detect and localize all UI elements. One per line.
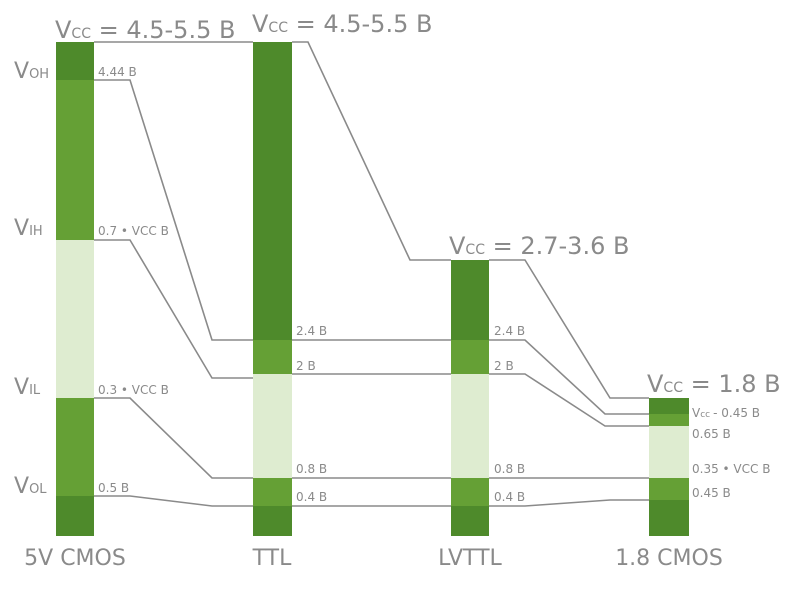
bar-1-8-cmos-segment-high-input xyxy=(649,414,689,426)
bar-5v-cmos-segment-voh xyxy=(56,42,94,80)
vcc-label-1-8-cmos: VCC = 1.8 B xyxy=(647,370,781,398)
column-name-1-8-cmos: 1.8 CMOS xyxy=(615,546,723,571)
bar-lvttl-segment-low-input xyxy=(451,478,489,506)
level-label-5v-cmos-vil: 0.3 • VCC B xyxy=(98,383,169,397)
bar-ttl-segment-voh xyxy=(253,42,292,340)
level-label-lvttl-vil: 0.8 B xyxy=(494,462,525,476)
bar-5v-cmos-segment-high-input xyxy=(56,80,94,240)
connector-vih-lvttl-18cmos xyxy=(489,373,649,427)
level-label-18cmos-vol: 0.45 B xyxy=(692,486,731,500)
level-label-ttl-vol: 0.4 B xyxy=(296,490,327,504)
vcc-label-lvttl: VCC = 2.7-3.6 B xyxy=(449,232,629,260)
level-label-5v-cmos-vol: 0.5 B xyxy=(98,481,129,495)
connector-lines xyxy=(94,41,649,507)
vcc-label-ttl: VCC = 4.5-5.5 B xyxy=(252,10,432,38)
side-label-vol: VOL xyxy=(14,474,47,499)
connector-vcc-lvttl-18cmos xyxy=(489,259,649,399)
bar-ttl-segment-undefined xyxy=(253,374,292,478)
bar-1-8-cmos-segment-undefined xyxy=(649,426,689,478)
bar-5v-cmos-segment-undefined xyxy=(56,240,94,398)
bar-5v-cmos xyxy=(56,42,94,536)
bar-lvttl xyxy=(451,260,489,536)
level-label-18cmos-vil: 0.35 • VCC B xyxy=(692,462,770,476)
bar-1-8-cmos-segment-voh xyxy=(649,398,689,414)
bar-lvttl-segment-voh xyxy=(451,260,489,340)
side-label-vil: VIL xyxy=(14,375,41,400)
bar-1-8-cmos-segment-low-input xyxy=(649,478,689,500)
bar-1-8-cmos-segment-vol xyxy=(649,500,689,536)
level-label-ttl-vih: 2 B xyxy=(296,359,316,373)
bar-ttl-segment-high-input xyxy=(253,340,292,374)
bar-ttl xyxy=(253,42,292,536)
vcc-label-5v-cmos: VCC = 4.5-5.5 B xyxy=(55,16,235,44)
level-label-5v-cmos-voh: 4.44 B xyxy=(98,65,137,79)
level-label-lvttl-vol: 0.4 B xyxy=(494,490,525,504)
connector-vih-cmos-ttl xyxy=(94,239,253,379)
side-label-vih: VIH xyxy=(14,216,43,241)
column-name-lvttl: LVTTL xyxy=(438,546,502,571)
level-label-lvttl-voh: 2.4 B xyxy=(494,324,525,338)
level-label-18cmos-voh: Vcc - 0.45 B xyxy=(692,406,760,420)
level-label-lvttl-vih: 2 B xyxy=(494,359,514,373)
bar-lvttl-segment-vol xyxy=(451,506,489,536)
bar-lvttl-segment-high-input xyxy=(451,340,489,374)
side-label-voh: VOH xyxy=(14,59,49,84)
connector-vol-lvttl-18cmos xyxy=(489,499,649,507)
connector-vcc-ttl-lvttl xyxy=(292,41,451,261)
connector-vil-cmos-ttl xyxy=(94,397,253,479)
bar-5v-cmos-segment-low-input xyxy=(56,398,94,496)
column-name-5v-cmos: 5V CMOS xyxy=(24,546,126,571)
level-label-ttl-voh: 2.4 B xyxy=(296,324,327,338)
connector-voh-cmos-ttl xyxy=(94,79,253,341)
level-label-18cmos-vih: 0.65 B xyxy=(692,427,731,441)
bar-ttl-segment-low-input xyxy=(253,478,292,506)
bar-ttl-segment-vol xyxy=(253,506,292,536)
bar-5v-cmos-segment-vol xyxy=(56,496,94,536)
level-label-ttl-vil: 0.8 B xyxy=(296,462,327,476)
bar-lvttl-segment-undefined xyxy=(451,374,489,478)
bar-1-8-cmos xyxy=(649,398,689,536)
column-name-ttl: TTL xyxy=(252,546,292,571)
level-label-5v-cmos-vih: 0.7 • VCC B xyxy=(98,224,169,238)
connector-voh-lvttl-18cmos xyxy=(489,339,649,415)
connector-vol-cmos-ttl xyxy=(94,495,253,507)
